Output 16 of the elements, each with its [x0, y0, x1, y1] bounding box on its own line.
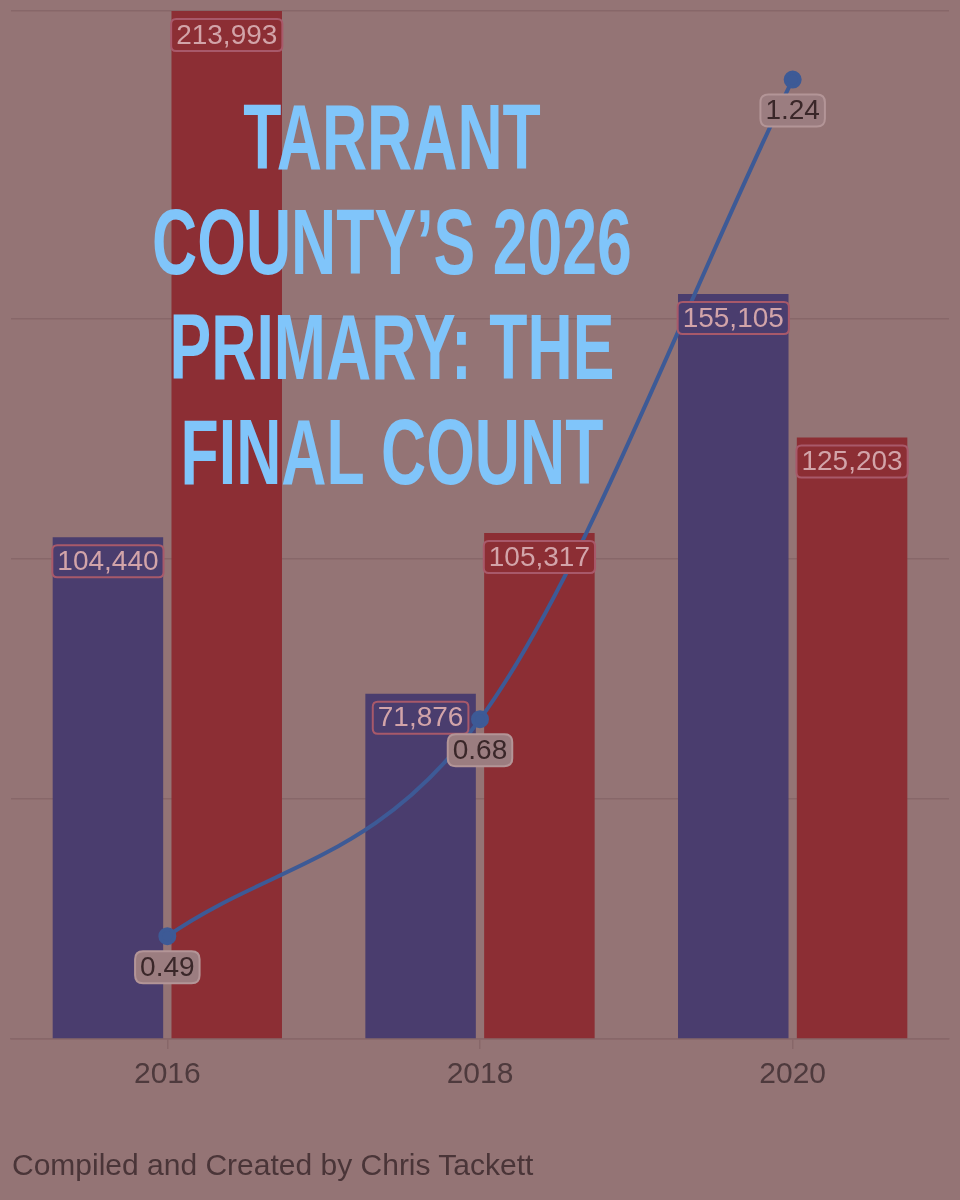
data-label: 1.24 [765, 94, 820, 126]
data-label: 125,203 [801, 445, 903, 477]
x-tick-label: 2020 [759, 1056, 827, 1090]
bar [796, 437, 908, 1039]
data-label: 213,993 [176, 18, 278, 50]
data-label: 104,440 [57, 545, 159, 576]
data-label: 0.49 [140, 950, 195, 982]
data-label: 0.68 [452, 733, 508, 765]
x-tick-label: 2016 [133, 1056, 201, 1090]
text: Compiled and Created by Chris Tackett [12, 1148, 534, 1182]
x-tick-label: 2018 [446, 1056, 514, 1090]
data-label: 155,105 [682, 301, 784, 333]
text: TARRANT COUNTY’S 2026 PRIMARY: THE FINAL COUNT [152, 85, 632, 505]
data-label: 71,876 [377, 701, 464, 733]
bar [678, 293, 789, 1039]
data-label: 105,317 [488, 540, 591, 572]
